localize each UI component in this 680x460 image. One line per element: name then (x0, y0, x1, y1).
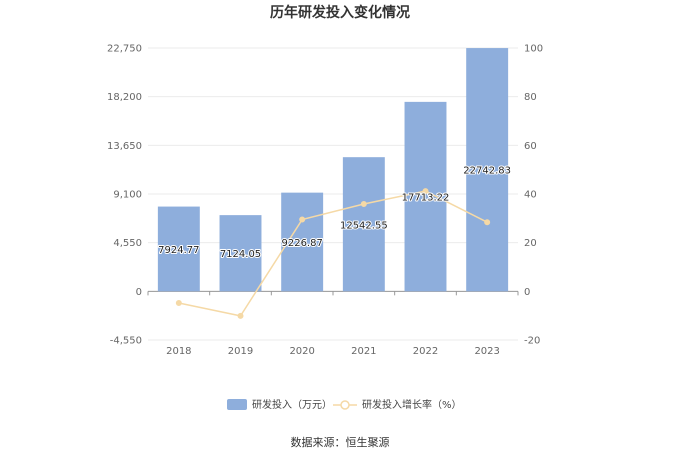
x-axis-ticks: 2018 2019 2020 2021 2022 2023 (147, 291, 519, 357)
legend-bar-swatch (227, 399, 247, 410)
legend-bar-label: 研发投入（万元） (252, 398, 332, 411)
bar (157, 206, 200, 292)
bar (466, 48, 509, 292)
growth-point (237, 312, 244, 319)
legend: 研发投入（万元） 研发投入增长率（%） (227, 398, 462, 411)
growth-line (178, 190, 488, 317)
data-source: 数据来源：恒生聚源 (291, 435, 390, 449)
bar-data-label: 22742.83 (463, 166, 511, 177)
growth-point (422, 188, 429, 195)
growth-point (484, 219, 491, 226)
left-axis-tick-label: 9,100 (113, 190, 142, 201)
bar (219, 215, 262, 292)
right-axis-ticks: -20 0 20 40 60 80 100 (524, 44, 543, 347)
bar-series (157, 48, 509, 292)
bar-data-label: 7124.05 (220, 249, 261, 260)
x-axis-tick-label: 2023 (474, 346, 499, 357)
x-axis-tick-label: 2018 (166, 346, 191, 357)
x-axis-tick-label: 2021 (351, 346, 376, 357)
left-axis-tick-label: 18,200 (107, 92, 142, 103)
x-axis-tick-label: 2019 (228, 346, 253, 357)
right-axis-tick-label: 20 (524, 238, 537, 249)
growth-point (175, 300, 182, 307)
left-axis-ticks: -4,550 0 4,550 9,100 13,650 18,200 22,750 (107, 44, 142, 347)
bar-data-label: 17713.22 (402, 193, 450, 204)
right-axis-tick-label: -20 (524, 336, 540, 347)
left-axis-tick-label: -4,550 (110, 336, 142, 347)
legend-line-label: 研发投入增长率（%） (362, 398, 462, 411)
bar (404, 101, 447, 292)
right-axis-tick-label: 100 (524, 44, 543, 55)
growth-line-series (175, 188, 491, 319)
data-labels: 7924.77 7124.05 9226.87 12542.55 17713.22 227… (157, 165, 512, 262)
left-axis-tick-label: 0 (136, 287, 142, 298)
gridlines (148, 47, 518, 341)
right-axis-tick-label: 0 (524, 287, 530, 298)
bar-data-label: 9226.87 (281, 238, 322, 249)
legend-line-marker (340, 400, 350, 410)
growth-point (360, 200, 367, 207)
x-axis-tick-label: 2020 (289, 346, 314, 357)
right-axis-tick-label: 60 (524, 141, 537, 152)
left-axis-tick-label: 13,650 (107, 141, 142, 152)
bar (342, 157, 385, 292)
chart-title: 历年研发投入变化情况 (270, 4, 410, 21)
x-axis-tick-label: 2022 (413, 346, 438, 357)
left-axis-tick-label: 4,550 (113, 238, 142, 249)
bar-data-label: 12542.55 (340, 220, 388, 231)
right-axis-tick-label: 40 (524, 190, 537, 201)
left-axis-tick-label: 22,750 (107, 44, 142, 55)
right-axis-tick-label: 80 (524, 92, 537, 103)
growth-point (299, 216, 306, 223)
bar-data-label: 7924.77 (158, 245, 199, 256)
